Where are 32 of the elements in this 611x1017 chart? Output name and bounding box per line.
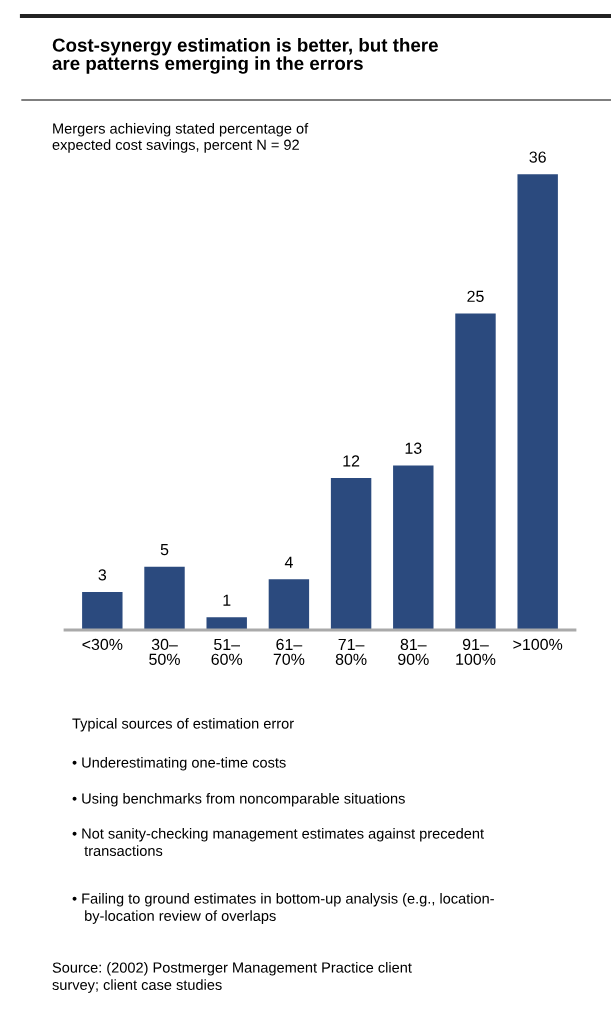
data-label: 36 [529, 151, 546, 163]
x-tick-label: 71– 80% [335, 638, 367, 665]
chart-title: Cost-synergy estimation is better, but there are patterns emerging in the errors [52, 38, 438, 74]
bar [330, 478, 372, 630]
x-tick-label: 91– 100% [456, 638, 496, 665]
text: Typical sources of estimation error [72, 718, 294, 732]
x-tick-label: >100% [513, 638, 563, 651]
data-label: 3 [98, 569, 107, 581]
x-tick-label: 81– 90% [398, 638, 429, 665]
text: • Failing to ground estimates in bottom-up analysis (e.g., location- by-location review of overlaps [72, 893, 494, 924]
data-label: 25 [467, 290, 484, 303]
bar [206, 617, 247, 630]
text: • Using benchmarks from noncomparable situations [72, 793, 405, 807]
x-tick-label: 30– 50% [149, 638, 180, 665]
text: • Not sanity-checking management estimates against precedent transactions [72, 828, 484, 857]
bar [393, 465, 434, 630]
bar [82, 592, 123, 630]
data-label: 4 [284, 556, 293, 568]
bar [517, 174, 558, 630]
x-tick-label: 51– 60% [211, 638, 243, 665]
data-label: 13 [405, 442, 422, 454]
x-tick-label: <30% [82, 638, 123, 651]
bar [268, 579, 310, 630]
data-label: 12 [343, 455, 360, 467]
chart-subtitle: Mergers achieving stated percentage of expected cost savings, percent N = 92 [52, 123, 309, 153]
source-note: Source: (2002) Postmerger Management Practice client survey; client case studies [52, 962, 412, 993]
bar [144, 566, 185, 630]
data-label: 1 [223, 594, 231, 606]
x-tick-label: 61– 70% [273, 638, 305, 665]
text: • Underestimating one-time costs [72, 757, 286, 771]
bar [455, 313, 496, 630]
data-label: 5 [160, 544, 169, 556]
